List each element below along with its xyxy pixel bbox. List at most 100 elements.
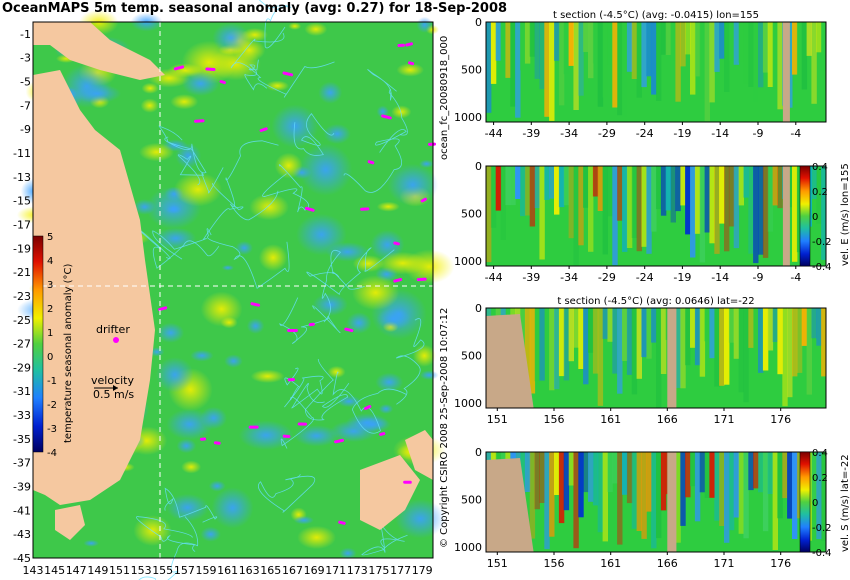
- section-column: [510, 22, 516, 107]
- section-column: [738, 166, 744, 206]
- section-column: [816, 452, 822, 540]
- section-x-tick-label: 166: [657, 413, 678, 426]
- section-column: [602, 452, 608, 542]
- drifter-markers: [158, 42, 436, 525]
- section-column: [714, 22, 720, 72]
- section-column: [733, 166, 740, 249]
- map-y-tick-label: -29: [13, 361, 31, 374]
- contour-line: [230, 32, 335, 98]
- section-column: [641, 166, 647, 247]
- anomaly-patch: [73, 83, 122, 104]
- anomaly-patch: [258, 244, 288, 272]
- anomaly-patch: [139, 142, 175, 162]
- anomaly-patch: [375, 372, 404, 392]
- drifter-track: [219, 80, 226, 85]
- section-column: [801, 22, 808, 90]
- drifter-track: [416, 277, 427, 282]
- velocity-label: velocity: [91, 374, 134, 387]
- map-x-tick-label: 161: [217, 564, 238, 577]
- section-column: [772, 166, 778, 206]
- section-column: [558, 166, 565, 208]
- section-column: [680, 452, 686, 526]
- drifter-track: [334, 438, 344, 444]
- anomaly-patch: [265, 80, 289, 92]
- section-column: [602, 308, 608, 339]
- map-y-tick-label: -37: [13, 457, 31, 470]
- section-column: [592, 166, 599, 197]
- section-x-tick-label: -9: [753, 127, 764, 140]
- new-guinea-landmass: [33, 22, 165, 80]
- velocity-colorbar-tick-label: -0.4: [812, 548, 832, 559]
- section-y-tick-label: 500: [461, 350, 482, 363]
- velocity-colorbar-tick-label: -0.2: [812, 237, 832, 248]
- tasmania-landmass: [55, 505, 85, 540]
- section-column: [573, 166, 579, 266]
- drifter-track: [250, 302, 261, 307]
- section-column: [631, 308, 638, 395]
- section-column: [733, 452, 740, 518]
- section-column: [821, 308, 827, 377]
- section-column: [733, 308, 740, 359]
- map-x-tick-label: 173: [347, 564, 368, 577]
- section-column: [660, 452, 667, 511]
- section-y-tick-label: 0: [475, 302, 482, 315]
- anomaly-patch: [299, 143, 353, 196]
- section-column: [597, 166, 604, 211]
- section-column: [622, 452, 628, 495]
- section-column: [626, 308, 633, 375]
- section-column: [675, 452, 681, 543]
- section-column: [578, 166, 584, 246]
- section-column: [515, 22, 521, 118]
- map-y-tick-label: -21: [13, 266, 31, 279]
- section-column: [748, 308, 754, 348]
- section-column: [505, 22, 511, 78]
- section-column: [534, 166, 540, 209]
- section-x-tick-label: 176: [770, 557, 791, 570]
- section-column: [796, 166, 803, 253]
- section-y-tick-label: 500: [461, 64, 482, 77]
- section-column: [660, 166, 667, 216]
- map-title: OceanMAPS 5m temp. seasonal anomaly (avg…: [2, 1, 507, 16]
- section-column: [665, 166, 672, 211]
- section-column: [607, 452, 613, 493]
- section-x-tick-label: 166: [657, 557, 678, 570]
- drifter-track: [259, 127, 268, 132]
- section-column: [762, 166, 769, 258]
- section-column: [675, 308, 681, 388]
- drifter-track: [364, 405, 372, 410]
- section-x-tick-label: -29: [598, 127, 616, 140]
- date-stamp-text: 25-Sep-2008 10:07:12: [439, 308, 450, 420]
- section-frame: [485, 451, 827, 553]
- section-column: [724, 166, 730, 252]
- contour-line: [164, 487, 218, 523]
- section-column: [554, 308, 560, 390]
- section-column: [626, 22, 633, 72]
- temp-colorbar-tick-label: -2: [47, 400, 57, 411]
- section-column: [539, 452, 545, 503]
- section-column: [583, 308, 589, 385]
- contour-line: [279, 297, 341, 344]
- section-column: [709, 166, 715, 244]
- section-column: [651, 166, 657, 232]
- section-column: [738, 308, 744, 393]
- section-column: [767, 452, 774, 494]
- section-y-tick-label: 1000: [454, 397, 482, 410]
- section-column: [680, 22, 686, 67]
- temp-colorbar-tick-label: -3: [47, 424, 57, 435]
- section-column: [670, 166, 676, 223]
- section-column: [699, 166, 706, 263]
- section-column: [665, 22, 672, 55]
- map-y-tick-label: -27: [13, 338, 31, 351]
- drifter-legend-marker: [113, 337, 119, 343]
- section-panels: t section (-4.5°C) (avg: -0.0415) lon=15…: [454, 10, 850, 570]
- drifter-track: [420, 197, 427, 203]
- anomaly-patch: [318, 81, 343, 104]
- section-column: [811, 166, 817, 199]
- section-column: [704, 452, 710, 498]
- contour-line: [138, 516, 199, 580]
- section-column: [753, 22, 759, 102]
- contour-line: [284, 375, 325, 409]
- section-column: [777, 166, 783, 209]
- drifter-track: [158, 306, 168, 312]
- map-y-tick-label: -5: [20, 76, 31, 89]
